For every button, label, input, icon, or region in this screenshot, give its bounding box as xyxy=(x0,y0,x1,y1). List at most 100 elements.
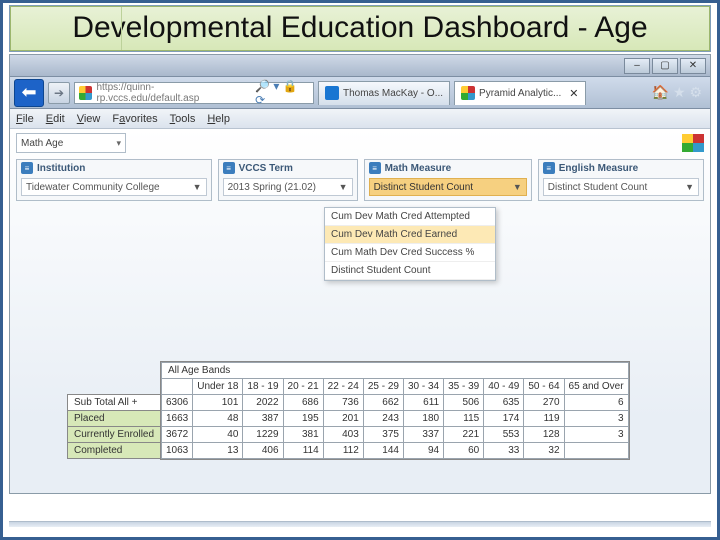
breadcrumb-label: Math Age xyxy=(21,138,63,149)
filter-value: Distinct Student Count xyxy=(548,182,648,193)
site-favicon xyxy=(79,86,92,100)
data-table: Sub Total All +PlacedCurrently EnrolledC… xyxy=(160,361,630,460)
filter-header: ≡ VCCS Term xyxy=(219,160,357,176)
filter-vccs-term: ≡ VCCS Term 2013 Spring (21.02)▼ xyxy=(218,159,358,201)
breadcrumb-dropdown[interactable]: Math Age ▾ xyxy=(16,133,126,153)
chevron-down-icon: ▼ xyxy=(339,182,348,192)
table-col-header: 65 and Over xyxy=(564,379,628,395)
filter-value-dropdown[interactable]: 2013 Spring (21.02)▼ xyxy=(223,178,353,196)
table-cell: 2022 xyxy=(243,395,283,411)
chevron-down-icon: ▼ xyxy=(513,182,522,192)
chevron-down-icon: ▼ xyxy=(193,182,202,192)
table-cell: 381 xyxy=(283,427,323,443)
filter-label: Math Measure xyxy=(385,163,452,174)
menu-file[interactable]: File xyxy=(16,113,34,125)
menu-view[interactable]: View xyxy=(77,113,101,125)
filter-value-dropdown[interactable]: Distinct Student Count▼ xyxy=(543,178,699,196)
menu-favorites[interactable]: Favorites xyxy=(112,113,157,125)
window-maximize-button[interactable]: ▢ xyxy=(652,58,678,74)
table-cell: 40 xyxy=(193,427,243,443)
table-cell: 32 xyxy=(524,443,564,459)
table-cell: 94 xyxy=(403,443,443,459)
table-cell: 1229 xyxy=(243,427,283,443)
measure-dropdown-popup: Cum Dev Math Cred AttemptedCum Dev Math … xyxy=(324,207,496,281)
tab-label: Thomas MacKay - O... xyxy=(343,88,443,99)
filter-math-measure: ≡ Math Measure Distinct Student Count ▼ xyxy=(364,159,532,201)
table-cell: 112 xyxy=(323,443,363,459)
tab-pyramid[interactable]: Pyramid Analytic... ✕ xyxy=(454,81,585,105)
table-band-header: All Age Bands xyxy=(162,363,629,379)
dropdown-option[interactable]: Cum Math Dev Cred Success % xyxy=(325,244,495,262)
filter-english-measure: ≡ English Measure Distinct Student Count▼ xyxy=(538,159,704,201)
filter-value-dropdown[interactable]: Distinct Student Count ▼ xyxy=(369,178,527,196)
filter-value: Distinct Student Count xyxy=(374,182,474,193)
window-close-button[interactable]: ✕ xyxy=(680,58,706,74)
pyramid-icon xyxy=(461,86,475,100)
filter-icon: ≡ xyxy=(223,162,235,174)
dropdown-option[interactable]: Cum Dev Math Cred Attempted xyxy=(325,208,495,226)
table-col-header: 50 - 64 xyxy=(524,379,564,395)
filter-label: English Measure xyxy=(559,163,638,174)
browser-menubar: File Edit View Favorites Tools Help xyxy=(10,109,710,129)
table-cell: 6306 xyxy=(162,395,193,411)
table-cell: 635 xyxy=(484,395,524,411)
table-col-header: Under 18 xyxy=(193,379,243,395)
tab-label: Pyramid Analytic... xyxy=(479,88,561,99)
table-cell: 33 xyxy=(484,443,524,459)
table-cell: 119 xyxy=(524,411,564,427)
filter-icon: ≡ xyxy=(21,162,33,174)
table-cell: 128 xyxy=(524,427,564,443)
filter-icon: ≡ xyxy=(543,162,555,174)
table-cell: 3672 xyxy=(162,427,193,443)
dropdown-option[interactable]: Cum Dev Math Cred Earned xyxy=(325,226,495,244)
table-cell: 174 xyxy=(484,411,524,427)
table-cell: 6 xyxy=(564,395,628,411)
dropdown-option[interactable]: Distinct Student Count xyxy=(325,262,495,280)
outlook-icon xyxy=(325,86,339,100)
tab-strip: Thomas MacKay - O... Pyramid Analytic...… xyxy=(318,81,648,105)
table-cell: 243 xyxy=(363,411,403,427)
window-minimize-button[interactable]: – xyxy=(624,58,650,74)
tab-outlook[interactable]: Thomas MacKay - O... xyxy=(318,81,450,105)
table-cell: 101 xyxy=(193,395,243,411)
browser-tools[interactable]: 🏠 ★ ⚙ xyxy=(652,84,706,101)
pyramid-logo xyxy=(682,134,704,152)
table-col-header: 20 - 21 xyxy=(283,379,323,395)
table-cell: 375 xyxy=(363,427,403,443)
filter-icon: ≡ xyxy=(369,162,381,174)
row-label[interactable]: Placed xyxy=(68,411,161,427)
filter-value-dropdown[interactable]: Tidewater Community College▼ xyxy=(21,178,207,196)
table-cell: 13 xyxy=(193,443,243,459)
table-cell: 736 xyxy=(323,395,363,411)
table-cell xyxy=(564,443,628,459)
table-col-header: 25 - 29 xyxy=(363,379,403,395)
window-titlebar: – ▢ ✕ xyxy=(10,55,710,77)
browser-window: – ▢ ✕ ⬅ ➔ https://quinn-rp.vccs.edu/defa… xyxy=(9,54,711,494)
tab-close-icon[interactable]: ✕ xyxy=(569,87,578,100)
row-label[interactable]: Currently Enrolled xyxy=(68,427,161,443)
back-button[interactable]: ⬅ xyxy=(14,79,44,107)
menu-help[interactable]: Help xyxy=(207,113,230,125)
sub-total-label: Sub Total All + xyxy=(68,395,161,411)
menu-edit[interactable]: Edit xyxy=(46,113,65,125)
table-cell: 662 xyxy=(363,395,403,411)
url-action-icons[interactable]: 🔎 ▾ 🔒 ⟳ xyxy=(255,79,309,107)
table-cell: 611 xyxy=(403,395,443,411)
filters-row: ≡InstitutionTidewater Community College▼… xyxy=(10,157,710,205)
table-cell: 553 xyxy=(484,427,524,443)
filter-label: VCCS Term xyxy=(239,163,293,174)
filter-institution: ≡InstitutionTidewater Community College▼ xyxy=(16,159,212,201)
table-col-header: 35 - 39 xyxy=(444,379,484,395)
table-cell: 60 xyxy=(444,443,484,459)
forward-button[interactable]: ➔ xyxy=(48,82,70,104)
menu-tools[interactable]: Tools xyxy=(170,113,196,125)
table-col-header: 30 - 34 xyxy=(403,379,443,395)
table-cell: 270 xyxy=(524,395,564,411)
row-labels: Sub Total All +PlacedCurrently EnrolledC… xyxy=(67,394,161,459)
table-cell: 686 xyxy=(283,395,323,411)
row-label[interactable]: Completed xyxy=(68,443,161,459)
table-cell: 201 xyxy=(323,411,363,427)
table-cell: 195 xyxy=(283,411,323,427)
table-cell: 221 xyxy=(444,427,484,443)
address-bar[interactable]: https://quinn-rp.vccs.edu/default.asp 🔎 … xyxy=(74,82,314,104)
